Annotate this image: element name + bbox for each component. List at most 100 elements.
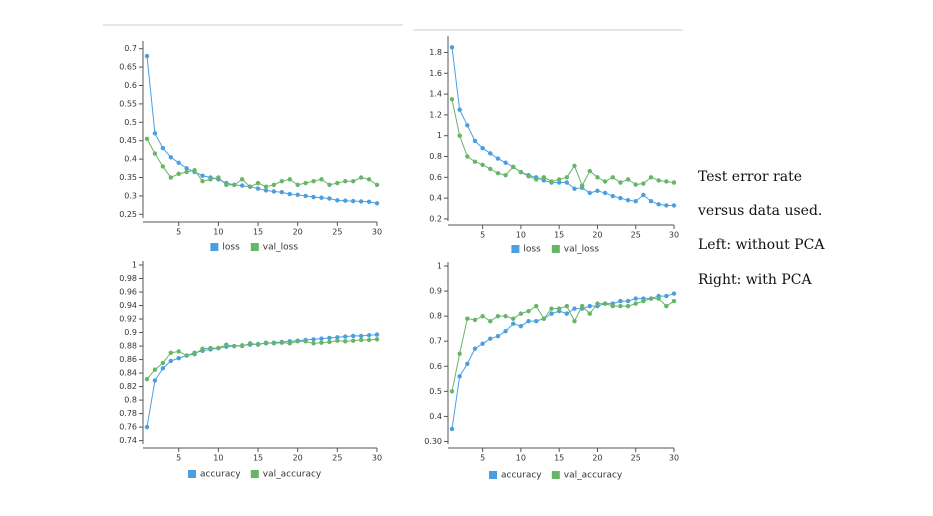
x-tick-label: 30	[669, 231, 679, 240]
data-point	[671, 203, 677, 208]
data-point	[255, 180, 261, 186]
data-point	[351, 178, 356, 184]
data-point	[633, 296, 638, 301]
x-tick-label: 25	[332, 228, 342, 237]
x-tick-label: 15	[253, 454, 263, 463]
legend-swatch	[551, 471, 560, 479]
data-point	[343, 178, 348, 184]
data-point	[534, 303, 539, 309]
data-point	[263, 188, 269, 193]
data-point	[176, 171, 181, 177]
data-point	[152, 151, 158, 156]
series-line	[451, 47, 674, 206]
y-tick-label: 0.4	[429, 194, 442, 203]
y-tick-label: 0.8	[429, 312, 442, 321]
data-point	[208, 345, 213, 351]
y-tick-label: 0.7	[124, 44, 137, 53]
x-tick-label: 10	[213, 454, 223, 463]
data-point	[564, 311, 570, 316]
data-point	[480, 162, 485, 168]
data-point	[511, 316, 516, 321]
legend-label: loss	[523, 245, 541, 255]
x-tick-label: 30	[372, 454, 382, 463]
y-tick-label: 0.9	[124, 328, 137, 337]
y-tick-label: 0.92	[119, 315, 137, 324]
data-point	[641, 192, 646, 198]
data-point	[541, 175, 547, 180]
y-tick-label: 0.78	[119, 409, 137, 418]
data-point	[618, 195, 623, 201]
data-point	[247, 184, 253, 189]
data-point	[279, 178, 285, 184]
legend-label: accuracy	[200, 470, 241, 480]
data-point	[200, 173, 205, 178]
data-point	[480, 313, 485, 319]
data-point	[641, 298, 646, 304]
y-tick-label: 0.65	[119, 63, 137, 72]
data-point	[232, 343, 237, 349]
data-point	[176, 349, 181, 354]
data-point	[449, 389, 455, 394]
data-point	[327, 182, 332, 188]
data-point	[303, 193, 308, 199]
data-point	[549, 179, 554, 184]
y-tick-label: 0.76	[119, 423, 137, 432]
legend-label: val_accuracy	[263, 470, 322, 480]
data-point	[488, 336, 493, 341]
data-point	[572, 186, 577, 191]
data-point	[311, 178, 316, 184]
data-point	[358, 337, 364, 343]
y-tick-label: 0.6	[124, 81, 137, 90]
data-point	[319, 340, 324, 345]
data-point	[176, 356, 181, 361]
x-tick-label: 20	[592, 454, 602, 463]
data-point	[618, 303, 623, 309]
data-point	[648, 199, 654, 204]
data-point	[247, 341, 253, 346]
y-tick-label: 1.8	[429, 48, 442, 57]
data-point	[200, 178, 205, 184]
data-point	[263, 340, 269, 345]
data-point	[564, 175, 570, 180]
data-point	[319, 177, 324, 182]
data-point	[366, 333, 372, 338]
data-point	[625, 177, 631, 182]
data-point	[633, 182, 638, 187]
data-point	[465, 316, 470, 321]
data-point	[311, 194, 316, 200]
x-tick-label: 5	[176, 454, 181, 463]
data-point	[534, 318, 539, 324]
data-point	[587, 311, 592, 316]
y-tick-label: 0.2	[429, 214, 442, 223]
data-point	[232, 182, 237, 188]
data-point	[358, 175, 364, 180]
series-line	[146, 334, 378, 428]
data-point	[160, 145, 166, 151]
data-point	[503, 173, 508, 178]
data-point	[495, 333, 501, 339]
y-tick-label: 0.55	[119, 99, 137, 108]
data-point	[579, 183, 585, 188]
data-point	[303, 339, 308, 344]
data-point	[366, 177, 372, 182]
data-point	[374, 201, 380, 206]
data-point	[200, 346, 205, 351]
data-point	[625, 303, 631, 309]
y-tick-label: 0.94	[119, 301, 137, 310]
data-point	[541, 178, 547, 183]
data-point	[465, 361, 470, 366]
data-point	[656, 178, 661, 183]
data-point	[518, 169, 524, 175]
data-point	[343, 334, 348, 339]
legend-swatch	[551, 245, 560, 253]
y-tick-label: 1.6	[429, 69, 442, 78]
x-tick-label: 15	[253, 228, 263, 237]
data-point	[541, 316, 547, 321]
data-point	[503, 313, 508, 319]
data-point	[495, 313, 501, 319]
data-point	[271, 189, 277, 194]
data-point	[144, 424, 150, 430]
data-point	[216, 175, 221, 180]
y-tick-label: 0.5	[124, 118, 137, 127]
data-point	[564, 303, 570, 309]
